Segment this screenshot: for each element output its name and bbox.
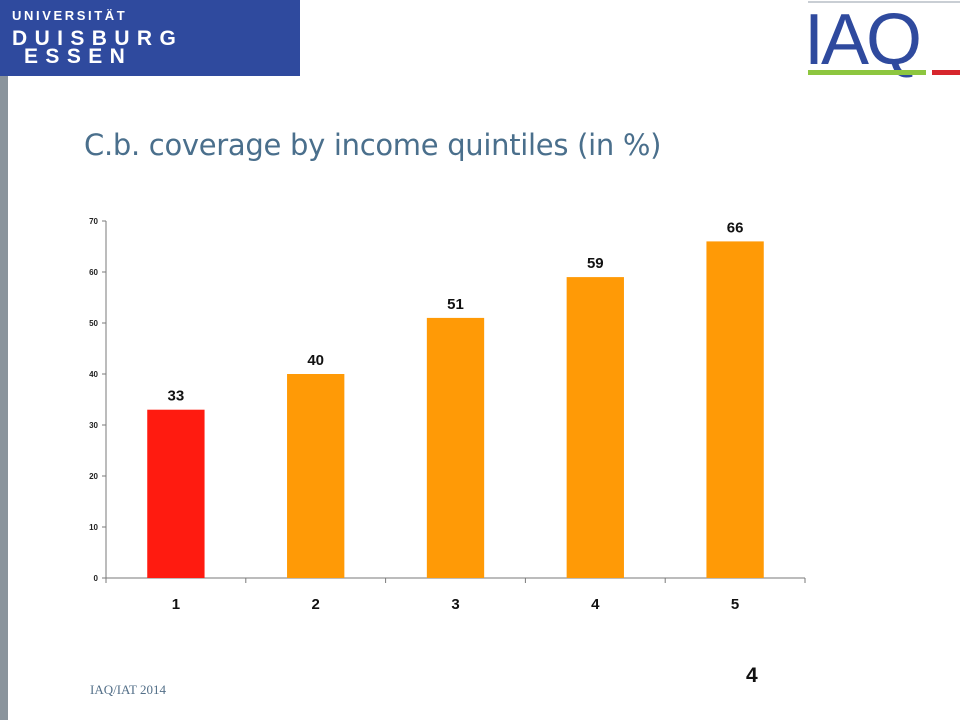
slide-title: C.b. coverage by income quintiles (in %): [84, 128, 662, 162]
y-tick-label: 40: [89, 370, 98, 379]
x-tick-label: 3: [451, 596, 459, 613]
institute-logo: IAQ: [804, 0, 960, 80]
y-tick-label: 10: [89, 523, 98, 532]
university-logo-line3: ESSEN: [24, 45, 133, 68]
y-tick-label: 20: [89, 472, 98, 481]
bar: [566, 277, 624, 578]
bar: [706, 241, 764, 578]
data-label: 51: [447, 296, 464, 313]
bar: [426, 317, 485, 578]
university-logo: UNIVERSITÄT DUISBURG ESSEN: [0, 0, 300, 76]
left-accent-bar: [0, 76, 8, 720]
university-logo-line1: UNIVERSITÄT: [12, 8, 128, 23]
x-tick-label: 2: [312, 596, 320, 613]
y-tick-label: 0: [94, 574, 99, 583]
university-logo-line2: DUISBURG: [12, 27, 184, 50]
data-label: 33: [168, 388, 185, 405]
data-label: 40: [307, 352, 324, 369]
footer-source: IAQ/IAT 2014: [90, 682, 166, 697]
y-tick-label: 50: [89, 319, 98, 328]
x-tick-label: 1: [172, 596, 180, 613]
institute-logo-text: IAQ: [804, 0, 919, 80]
x-tick-label: 4: [591, 596, 600, 613]
y-tick-label: 70: [89, 217, 98, 226]
bar: [147, 409, 205, 578]
bar: [287, 374, 345, 578]
y-tick-label: 60: [89, 268, 98, 277]
y-tick-label: 30: [89, 421, 98, 430]
x-tick-label: 5: [731, 596, 739, 613]
data-label: 59: [587, 255, 604, 272]
data-label: 66: [727, 219, 744, 236]
page-number: 4: [746, 664, 758, 687]
